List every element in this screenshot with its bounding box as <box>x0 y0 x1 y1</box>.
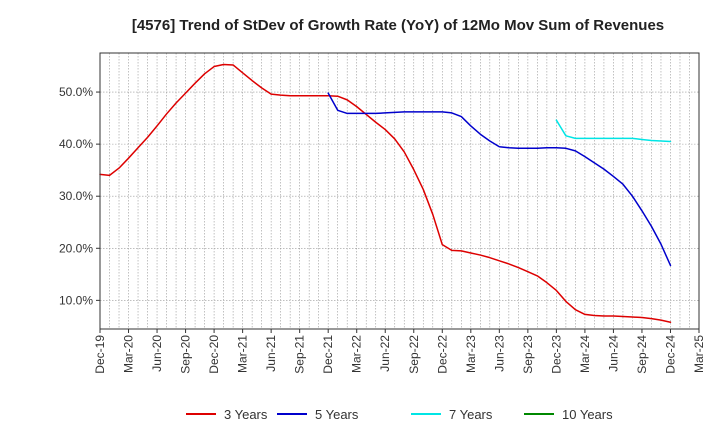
y-tick-label: 50.0% <box>59 85 93 99</box>
y-tick-label: 40.0% <box>59 137 93 151</box>
x-tick-label: Jun-20 <box>150 335 164 372</box>
x-tick-label: Dec-20 <box>207 335 221 374</box>
x-tick-label: Mar-25 <box>692 335 706 373</box>
x-tick-label: Dec-23 <box>549 335 563 374</box>
x-tick-label: Mar-20 <box>122 335 136 373</box>
x-tick-label: Sep-20 <box>179 335 193 374</box>
x-tick-label: Mar-21 <box>236 335 250 373</box>
grid <box>99 53 700 329</box>
x-tick-label: Jun-23 <box>492 335 506 372</box>
y-tick-label: 10.0% <box>59 293 93 307</box>
legend: 3 Years 5 Years 7 Years 10 Years <box>186 407 613 422</box>
chart-title: [4576] Trend of StDev of Growth Rate (Yo… <box>132 17 664 34</box>
x-tick-label: Dec-19 <box>93 335 107 374</box>
series-layer <box>99 63 672 323</box>
y-tick-label: 30.0% <box>59 189 93 203</box>
y-axis: 10.0% 20.0% 30.0% 40.0% 50.0% <box>59 85 100 307</box>
x-tick-label: Jun-21 <box>264 335 278 372</box>
series-line-7-years <box>555 119 672 143</box>
series-line-3-years <box>99 63 672 323</box>
x-tick-label: Sep-22 <box>407 335 421 374</box>
x-tick-label: Sep-24 <box>635 335 649 374</box>
x-tick-label: Sep-21 <box>293 335 307 374</box>
x-tick-label: Jun-22 <box>378 335 392 372</box>
series-line-5-years <box>327 92 672 267</box>
x-tick-label: Mar-22 <box>350 335 364 373</box>
legend-label: 3 Years <box>224 407 268 422</box>
x-tick-label: Mar-24 <box>578 335 592 373</box>
x-tick-label: Dec-24 <box>663 335 677 374</box>
x-tick-label: Mar-23 <box>464 335 478 373</box>
x-tick-label: Jun-24 <box>606 335 620 372</box>
y-tick-label: 20.0% <box>59 241 93 255</box>
x-axis: Dec-19 Mar-20 Jun-20 Sep-20 Dec-20 Mar-21 Jun-… <box>93 329 706 374</box>
plot-area <box>99 52 700 330</box>
legend-label: 10 Years <box>562 407 613 422</box>
x-tick-label: Dec-22 <box>435 335 449 374</box>
x-tick-label: Sep-23 <box>521 335 535 374</box>
x-tick-label: Dec-21 <box>321 335 335 374</box>
legend-label: 7 Years <box>449 407 493 422</box>
legend-label: 5 Years <box>315 407 359 422</box>
